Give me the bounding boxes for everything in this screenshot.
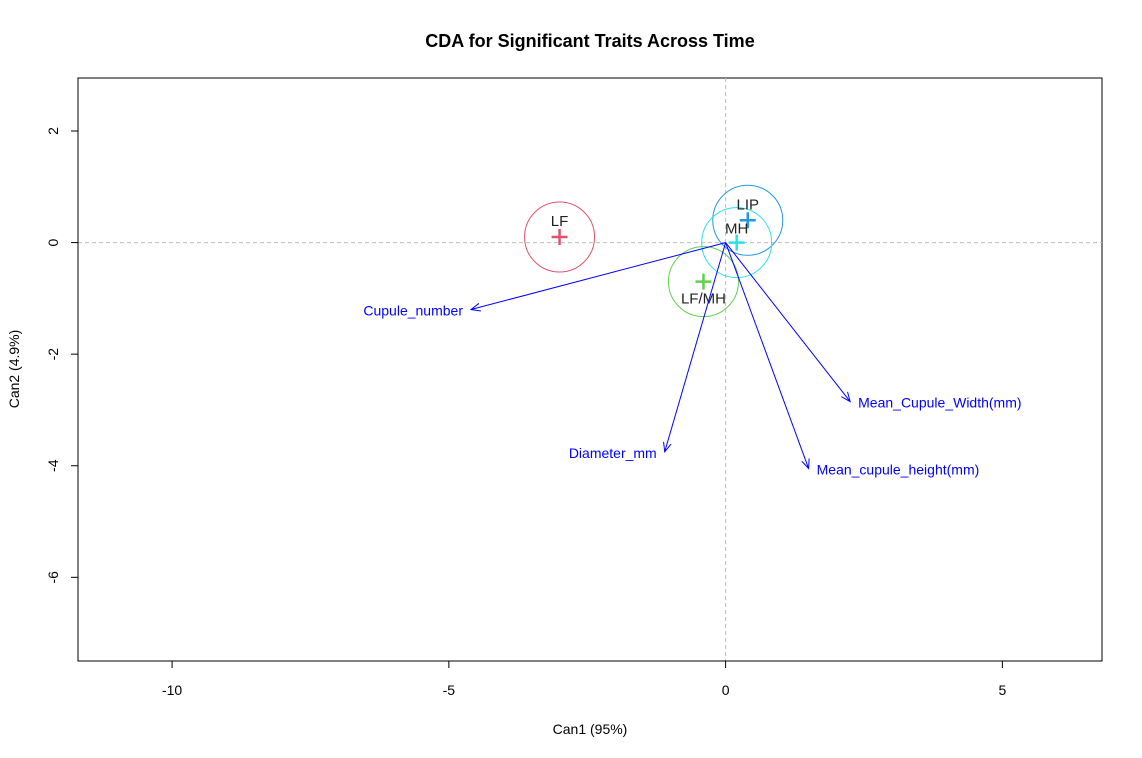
vector-label: Cupule_number (363, 303, 463, 319)
vector-arrow (664, 242, 727, 452)
y-tick-label: 0 (45, 238, 61, 246)
group-markers: LF LF/MH LIP MH (524, 184, 784, 318)
x-tick-label: -10 (162, 682, 182, 698)
group-circle (712, 184, 784, 256)
x-axis-label: Can1 (95%) (553, 721, 628, 737)
group-circle (667, 246, 739, 318)
group-label: LF/MH (681, 291, 726, 308)
x-tick-label: 5 (998, 682, 1006, 698)
y-tick-label: -2 (45, 348, 61, 361)
vector-label: Mean_cupule_height(mm) (817, 462, 980, 478)
vector-arrowhead (841, 391, 851, 403)
reference-lines (78, 78, 1102, 661)
y-tick-label: 2 (45, 127, 61, 135)
vector-arrowhead (663, 441, 672, 454)
y-axis: 2 0 -2 -4 -6 (45, 127, 79, 584)
chart-title: CDA for Significant Traits Across Time (425, 31, 754, 51)
vector-arrow (725, 242, 851, 402)
vector-arrow (725, 242, 810, 469)
plot-frame (77, 77, 1103, 662)
trait-vectors: Cupule_number Diameter_mm Mean_cupule_heig… (363, 242, 1022, 478)
group-circle (524, 201, 596, 273)
y-tick-label: -6 (45, 571, 61, 584)
vector-arrowhead (801, 458, 810, 470)
vector-arrowhead (469, 303, 481, 312)
x-axis: -10 -5 0 5 (162, 660, 1006, 698)
vector-arrow (470, 242, 726, 311)
vector-label: Diameter_mm (569, 445, 657, 461)
x-tick-label: -5 (443, 682, 456, 698)
group-label: LIP (736, 196, 759, 213)
y-tick-label: -4 (45, 459, 61, 472)
group-label: LF (551, 213, 569, 230)
group-label: MH (725, 221, 748, 238)
vector-label: Mean_Cupule_Width(mm) (858, 395, 1021, 411)
y-axis-label: Can2 (4.9%) (6, 330, 22, 409)
x-tick-label: 0 (722, 682, 730, 698)
group-circle (701, 207, 773, 279)
